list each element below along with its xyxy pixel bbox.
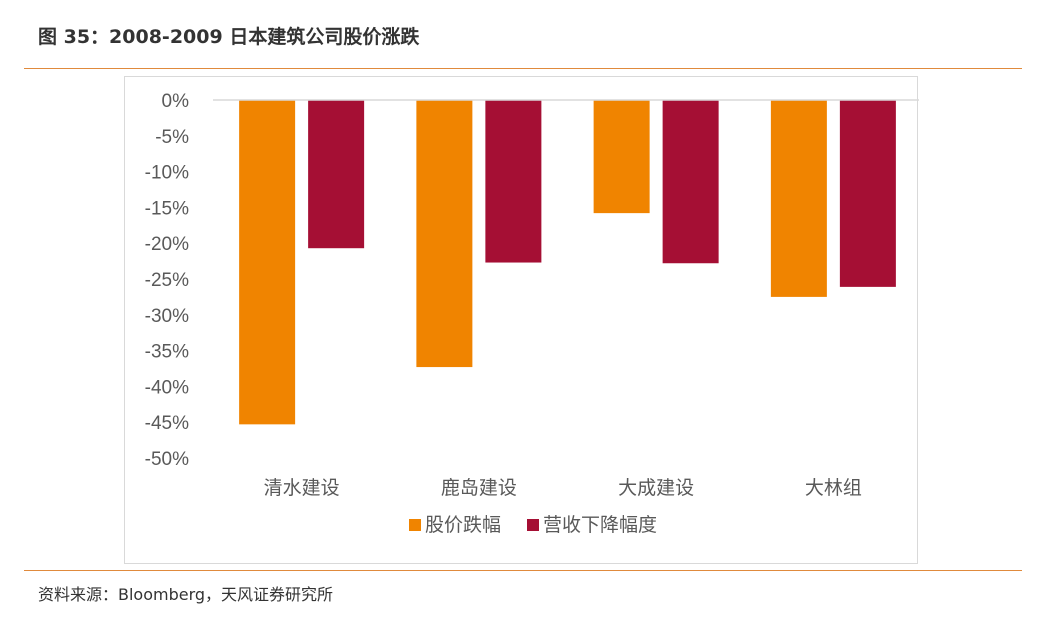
y-tick-label: 0% [162,91,190,112]
chart-container: 0% -5% -10% -15% -20% -25% -30% -35% -40% -45% -50… [124,76,919,564]
y-tick-label: -20% [145,234,189,255]
x-category-label: 大成建设 [618,477,694,499]
source-note: 资料来源：Bloomberg，天风证券研究所 [38,585,334,604]
figure-title: 图 35：2008-2009 日本建筑公司股价涨跌 [38,26,420,48]
y-tick-label: -15% [145,198,189,219]
bar-revenue-decline [839,100,896,287]
bar-chart: 0% -5% -10% -15% -20% -25% -30% -35% -40% -45% -50… [145,91,919,536]
bar-revenue-decline [308,100,365,249]
bar-stock-decline [770,100,827,297]
legend-label: 营收下降幅度 [543,514,657,536]
legend-swatch [409,519,421,531]
legend-swatch [527,519,539,531]
y-tick-label: -5% [155,127,189,148]
bar-stock-decline [239,100,296,425]
y-tick-label: -10% [145,163,189,184]
top-divider [24,68,1022,69]
y-tick-label: -25% [145,270,189,291]
x-category-label: 清水建设 [264,477,340,499]
bottom-divider [24,570,1022,571]
bar-revenue-decline [662,100,719,264]
legend-label: 股价跌幅 [425,514,501,536]
bar-stock-decline [593,100,650,214]
y-tick-label: -50% [145,449,189,470]
x-category-label: 大林组 [805,477,862,499]
y-tick-label: -30% [145,306,189,327]
y-tick-label: -40% [145,377,189,398]
y-tick-label: -35% [145,342,189,363]
y-tick-label: -45% [145,413,189,434]
bar-stock-decline [416,100,473,368]
bar-revenue-decline [485,100,542,263]
x-category-label: 鹿岛建设 [441,477,517,499]
